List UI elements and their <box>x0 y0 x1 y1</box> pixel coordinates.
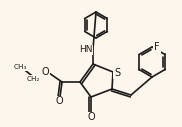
Text: S: S <box>114 68 120 78</box>
Text: HN: HN <box>79 45 93 54</box>
Text: CH₂: CH₂ <box>26 76 40 82</box>
Text: O: O <box>87 113 95 123</box>
Text: CH₃: CH₃ <box>13 64 27 70</box>
Text: O: O <box>41 67 49 77</box>
Text: O: O <box>55 97 63 107</box>
Text: F: F <box>154 42 160 52</box>
